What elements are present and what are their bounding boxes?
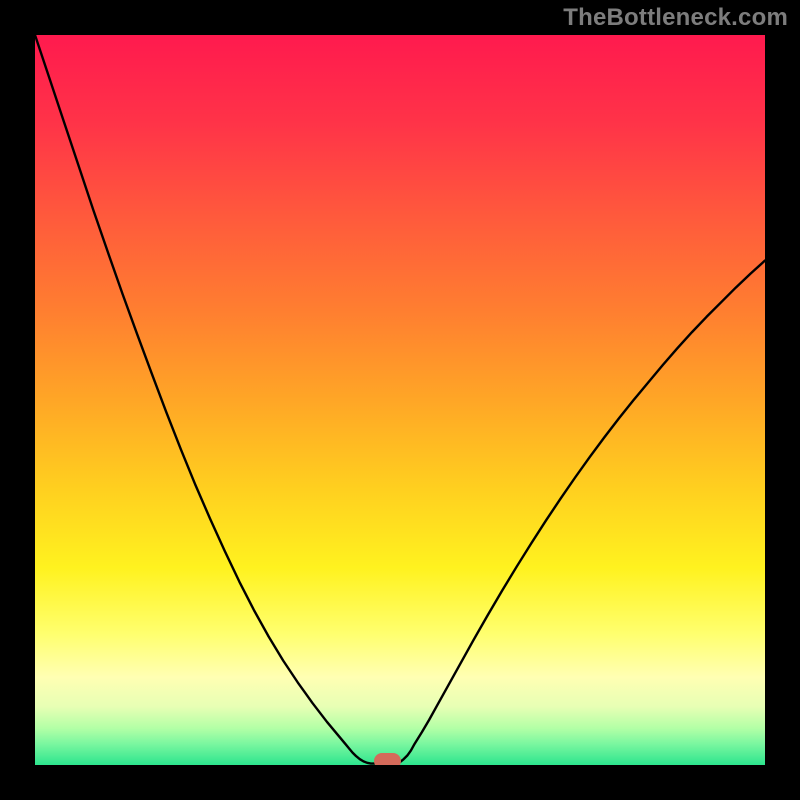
- plot-area: [35, 35, 765, 765]
- bottleneck-curve: [35, 35, 765, 765]
- optimal-marker: [374, 753, 401, 765]
- chart-frame: TheBottleneck.com: [0, 0, 800, 800]
- watermark: TheBottleneck.com: [563, 4, 788, 32]
